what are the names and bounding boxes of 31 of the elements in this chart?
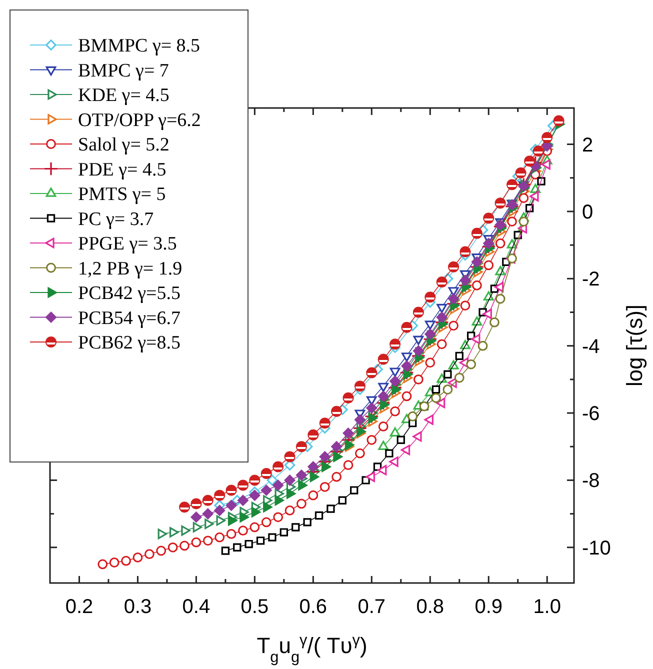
legend-label: 1,2 PB γ= 1.9 — [78, 258, 182, 280]
x-tick-label: 0.9 — [474, 596, 503, 618]
legend-label: BMMPC γ= 8.5 — [78, 36, 200, 57]
x-tick-label: 0.5 — [240, 596, 269, 618]
y-tick-label: -8 — [582, 470, 600, 492]
legend-label: PCB62 γ=8.5 — [78, 332, 181, 354]
x-axis-title: T$_{g}$u$_{g}$$^{γ}$/( Tυ$^{γ}$) — [256, 632, 368, 666]
legend-label: PPGE γ= 3.5 — [78, 234, 177, 255]
x-tick-label: 0.2 — [65, 596, 94, 618]
x-tick-label: 0.7 — [358, 596, 386, 618]
y-tick-label: -4 — [582, 336, 600, 358]
y-axis-title: log [τ(s)] — [622, 304, 647, 387]
y-tick-label: 0 — [582, 201, 594, 224]
y-tick-label: 2 — [582, 134, 594, 156]
legend-label: PC γ= 3.7 — [78, 208, 154, 230]
x-tick-label: 1.0 — [533, 596, 562, 618]
legend-label: PDE γ= 4.5 — [78, 159, 166, 180]
x-tick-label: 0.3 — [124, 596, 152, 618]
y-tick-label: -6 — [582, 403, 600, 426]
legend-label: Salol γ= 5.2 — [78, 134, 170, 156]
legend-label: KDE γ= 4.5 — [78, 85, 170, 106]
x-tick-label: 0.4 — [182, 596, 210, 618]
legend-label: OTP/OPP γ=6.2 — [78, 110, 201, 131]
x-tick-label: 0.8 — [416, 596, 444, 618]
y-tick-label: -2 — [582, 268, 600, 291]
legend-label: PMTS γ= 5 — [78, 184, 166, 206]
y-tick-label: -10 — [582, 537, 611, 560]
legend-label: PCB42 γ=5.5 — [78, 283, 181, 304]
legend-label: PCB54 γ=6.7 — [78, 308, 181, 329]
x-tick-label: 0.6 — [299, 596, 328, 618]
legend-label: BMPC γ= 7 — [78, 60, 169, 82]
